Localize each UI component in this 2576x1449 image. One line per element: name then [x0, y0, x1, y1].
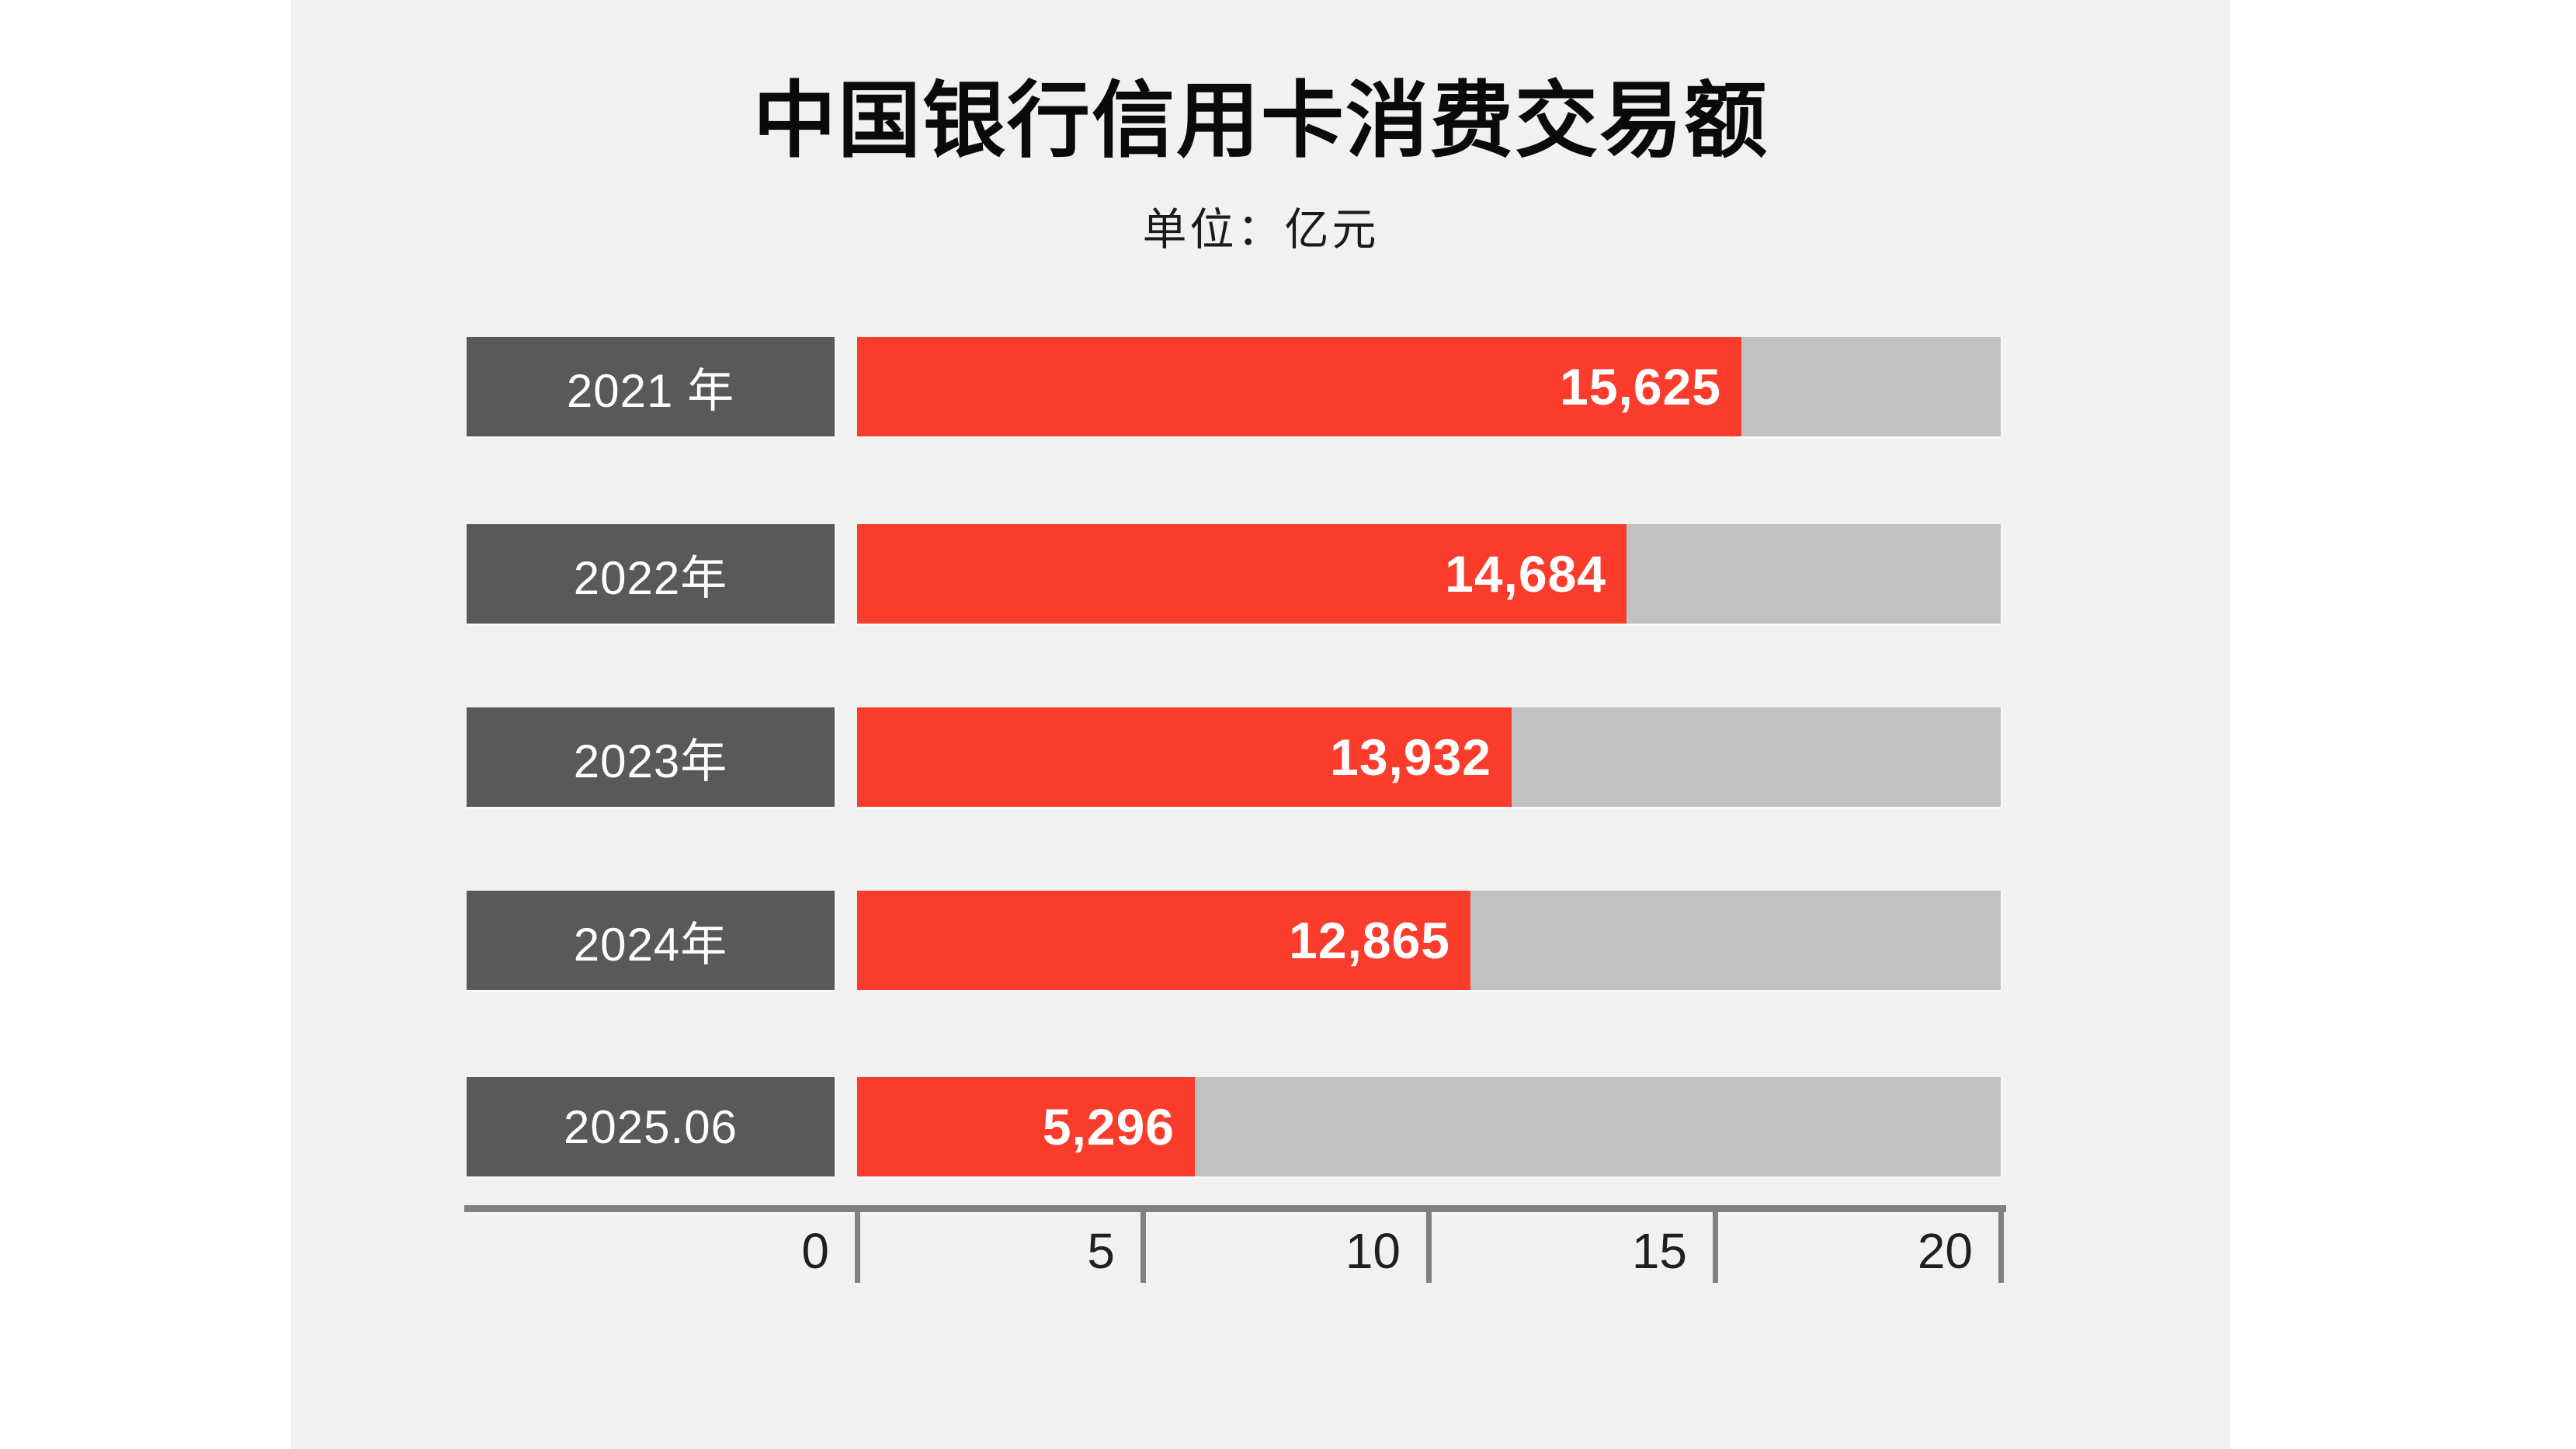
bar-fill: 12,865	[857, 891, 1470, 990]
bar-row: 2025.06 5,296	[0, 1077, 2576, 1176]
year-label: 2025.06	[564, 1100, 738, 1153]
x-axis-tick-label: 10	[1345, 1223, 1401, 1279]
chart-title: 中国银行信用卡消费交易额	[752, 74, 1769, 167]
bar-track: 15,625	[857, 337, 2001, 436]
bar-row: 2024年 12,865	[0, 891, 2576, 990]
year-label: 2021 年	[566, 364, 735, 417]
bar-track: 14,684	[857, 524, 2001, 624]
bar-row: 2022年 14,684	[0, 524, 2576, 624]
year-label-box: 2023年	[467, 707, 835, 807]
x-axis-tick	[1713, 1205, 1718, 1283]
year-label: 2022年	[573, 551, 728, 604]
x-axis-tick-label: 0	[801, 1223, 829, 1279]
x-axis-line	[464, 1205, 2006, 1212]
year-label: 2024年	[573, 918, 728, 971]
x-axis-tick-label: 20	[1917, 1223, 1973, 1279]
bar-fill: 13,932	[857, 707, 1512, 807]
bar-track: 12,865	[857, 891, 2001, 990]
bar-value-label: 5,296	[1042, 1098, 1175, 1155]
bar-value-label: 13,932	[1330, 728, 1491, 786]
x-axis-tick	[1140, 1205, 1146, 1283]
bar-value-label: 12,865	[1289, 912, 1450, 969]
bar-row: 2023年 13,932	[0, 707, 2576, 807]
year-label: 2023年	[573, 735, 728, 787]
x-axis-tick-label: 5	[1087, 1223, 1115, 1279]
x-axis-tick	[1998, 1205, 2004, 1283]
year-label-box: 2021 年	[467, 337, 835, 436]
x-axis-tick-label: 15	[1631, 1223, 1687, 1279]
bar-value-label: 14,684	[1445, 545, 1606, 603]
x-axis-tick	[855, 1205, 860, 1283]
year-label-box: 2022年	[467, 524, 835, 624]
bar-value-label: 15,625	[1560, 358, 1721, 415]
bar-fill: 14,684	[857, 524, 1626, 624]
bar-track: 13,932	[857, 707, 2001, 807]
bar-fill: 15,625	[857, 337, 1741, 436]
bar-row: 2021 年 15,625	[0, 337, 2576, 436]
bar-track: 5,296	[857, 1077, 2001, 1176]
x-axis-tick	[1426, 1205, 1432, 1283]
year-label-box: 2025.06	[467, 1077, 835, 1176]
bar-fill: 5,296	[857, 1077, 1195, 1176]
unit-label: 单位：亿元	[1142, 205, 1380, 255]
year-label-box: 2024年	[467, 891, 835, 990]
